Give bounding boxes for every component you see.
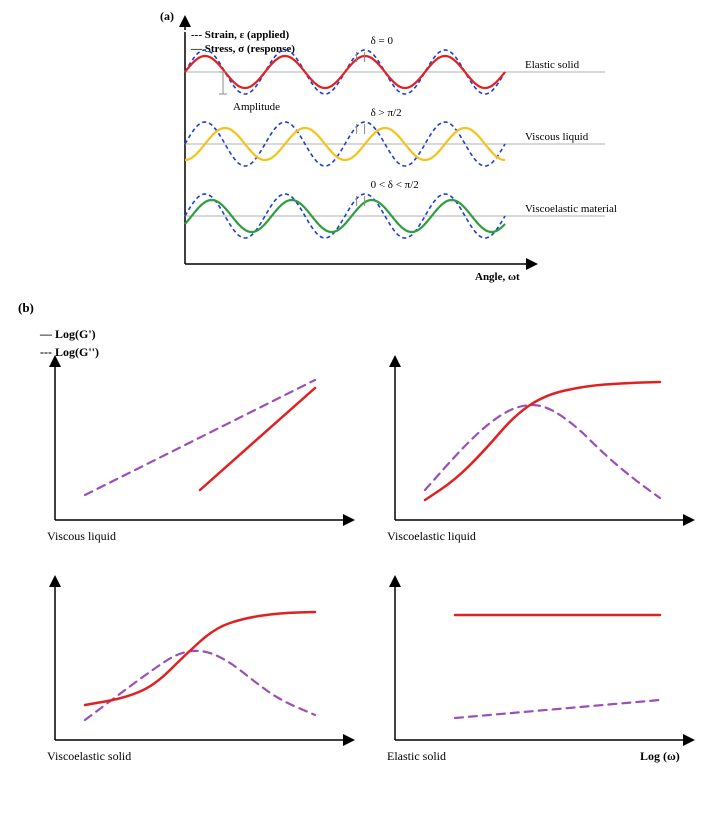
subplot-label: Viscoelastic solid [47,749,131,763]
amplitude-label: Amplitude [233,101,280,113]
panel-b-subplot: Elastic solid Log (ω) [387,578,692,763]
delta-label: δ = 0 [371,35,394,47]
panel-b-x-label: Log (ω) [640,749,680,763]
gpp-curve [85,651,315,720]
legend-stress: — Stress, σ (response) [190,43,295,55]
gp-curve [200,388,315,490]
panel-b-tag: (b) [18,300,34,315]
figure-svg: (a) Angle, ωt --- Strain, ε (applied) — Str… [0,0,716,813]
panel-a-x-label: Angle, ωt [475,271,520,283]
subplot-label: Viscous liquid [47,529,116,543]
panel-a: (a) Angle, ωt --- Strain, ε (applied) — Str… [160,9,617,283]
delta-label: δ > π/2 [371,107,402,119]
panel-a-row-label: Viscoelastic material [525,203,617,215]
panel-b-subplot: Viscous liquid [47,358,352,543]
legend-gp: — Log(G') [39,327,96,341]
delta-label: 0 < δ < π/2 [371,179,419,191]
gpp-curve [425,405,660,498]
panel-a-tag: (a) [160,9,174,23]
gp-curve [425,382,660,500]
legend-gpp: --- Log(G'') [40,345,99,359]
subplot-label: Viscoelastic liquid [387,529,476,543]
legend-strain: --- Strain, ε (applied) [191,29,290,41]
panel-b-subplot: Viscoelastic solid [47,578,352,763]
gpp-curve [455,700,660,718]
gpp-curve [85,380,315,495]
panel-a-row-label: Viscous liquid [525,131,589,143]
panel-b-subplot: Viscoelastic liquid [387,358,692,543]
panel-a-row-label: Elastic solid [525,59,580,71]
gp-curve [85,612,315,705]
figure-page: (a) Angle, ωt --- Strain, ε (applied) — Str… [0,0,716,813]
subplot-label: Elastic solid [387,749,446,763]
